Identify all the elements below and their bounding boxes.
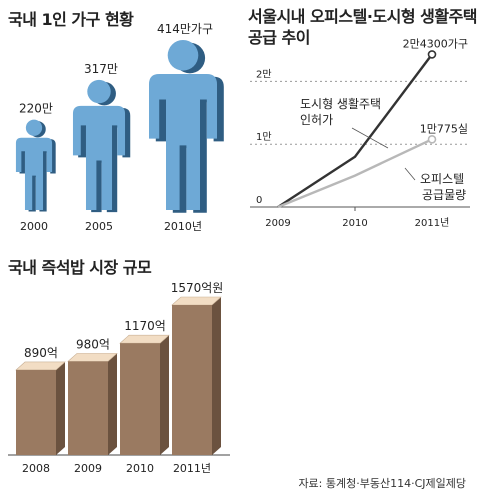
- bar-top: [67, 353, 118, 362]
- person-head: [167, 40, 199, 71]
- people-chart-title: 국내 1인 가구 현황: [8, 10, 134, 29]
- annotation-leader: [404, 167, 416, 181]
- y-tick-label: 1만: [256, 131, 272, 143]
- series-line-officetel: [277, 138, 433, 209]
- value-label: 980억: [76, 337, 110, 351]
- bar-top: [119, 334, 170, 344]
- bar: [15, 361, 66, 455]
- x-tick-label: 2011년: [173, 462, 211, 475]
- x-tick-label: 2008: [22, 462, 50, 475]
- bar-side: [56, 361, 65, 455]
- person-head: [87, 79, 111, 104]
- value-label: 414만가구: [157, 22, 213, 36]
- y-tick-label: 2만: [256, 68, 272, 80]
- bar-side: [212, 297, 221, 455]
- series-end-point: [427, 50, 437, 59]
- person-figure: [149, 40, 224, 213]
- x-tick-label: 2009: [265, 218, 290, 229]
- line-chart-title: 서울시내 오피스텔·도시형 생활주택 공급 추이: [248, 7, 478, 47]
- value-label: 1570억원: [171, 281, 224, 295]
- bar-chart-title: 국내 즉석밥 시장 규모: [8, 258, 152, 277]
- person-head: [25, 119, 43, 136]
- person-body: [15, 137, 53, 210]
- bar-front: [172, 305, 212, 455]
- annotation-leader: [351, 127, 389, 149]
- person-figure: [15, 119, 56, 212]
- series-end-label: 1만775실: [420, 122, 468, 135]
- series-name-label: 도시형 생활주택: [300, 97, 381, 111]
- value-label: 220만: [19, 102, 53, 116]
- bar: [67, 353, 118, 455]
- x-tick-label: 2010: [126, 462, 154, 475]
- bar-top: [171, 296, 222, 306]
- bar-front: [120, 343, 160, 455]
- bar-side: [108, 353, 117, 455]
- value-label: 890억: [24, 346, 58, 360]
- value-label: 1170억: [124, 319, 166, 333]
- series-end-label: 2만4300가구: [403, 37, 468, 50]
- x-tick-label: 2009: [74, 462, 102, 475]
- bar-top: [15, 361, 66, 371]
- bar-front: [16, 369, 56, 455]
- y-tick-label: 0: [256, 195, 262, 206]
- x-tick-label: 2010: [342, 218, 367, 229]
- bar: [119, 334, 170, 455]
- x-tick-label: 2010년: [164, 220, 202, 233]
- line-chart: 0 1만 2만 2009 2010 2011년 2만4300가구 1만775실 도시형 생활주택…: [250, 37, 470, 229]
- bar: [171, 296, 222, 455]
- x-tick-label: 2011년: [415, 217, 450, 229]
- x-tick-label: 2005: [85, 220, 113, 233]
- series-name-label: 공급물량: [422, 188, 466, 202]
- value-label: 317만: [84, 62, 118, 76]
- bar-side: [160, 335, 169, 455]
- people-chart: 220만 2000 317만 2005 414만가구 2010년: [15, 22, 224, 233]
- source-note: 자료: 통계청·부동산114·CJ제일제당: [298, 477, 466, 490]
- series-end-point: [427, 135, 437, 144]
- series-name-label: 인허가: [300, 113, 333, 127]
- x-tick-label: 2000: [20, 220, 48, 233]
- person-body: [149, 74, 217, 210]
- person-figure: [72, 79, 131, 213]
- series-line-permits: [277, 53, 433, 209]
- series-name-label: 오피스텔: [420, 172, 464, 186]
- bar-front: [68, 361, 108, 455]
- person-body: [72, 105, 126, 210]
